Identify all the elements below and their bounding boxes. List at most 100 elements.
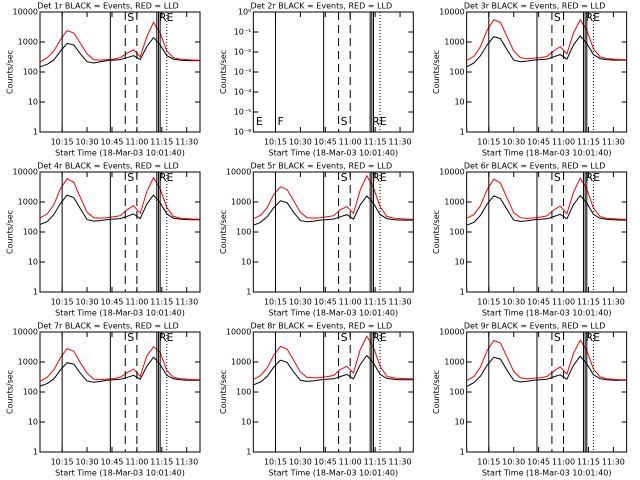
x-tick-label: 11:30 <box>389 138 412 147</box>
series-line <box>253 335 414 380</box>
panel-title: Det 2r BLACK = Events, RED = LLD <box>251 2 393 11</box>
x-tick-label: 11:15 <box>577 298 600 307</box>
y-tick-label: 100 <box>236 388 251 397</box>
x-tick-label: 11:00 <box>125 138 148 147</box>
x-tick-label: 10:45 <box>100 458 123 467</box>
x-tick-label: 11:15 <box>364 458 387 467</box>
y-tick-label: 10 <box>28 98 38 107</box>
x-tick-label: 11:30 <box>175 458 198 467</box>
x-tick-label: 10:15 <box>264 298 287 307</box>
x-tick-label: 11:00 <box>552 458 575 467</box>
x-tick-label: 11:15 <box>150 298 173 307</box>
plot-frame <box>252 331 414 453</box>
y-tick-label: 100 <box>449 388 464 397</box>
y-tick-label: 10⁰ <box>238 8 251 17</box>
x-tick-label: 11:30 <box>175 298 198 307</box>
x-tick-label: 10:45 <box>314 458 337 467</box>
y-tick-label: 10⁻⁵ <box>234 108 252 117</box>
marker-label: RE <box>372 331 387 344</box>
x-tick-label: 11:15 <box>364 138 387 147</box>
x-tick-label: 10:30 <box>76 458 99 467</box>
x-axis-label: Start Time (18-Mar-03 10:01:40) <box>269 309 399 318</box>
y-tick-label: 1000 <box>444 358 464 367</box>
y-tick-label: 10 <box>241 258 251 267</box>
y-tick-label: 10⁻² <box>234 48 252 57</box>
x-tick-label: 10:45 <box>314 298 337 307</box>
plot-frame <box>39 11 201 133</box>
x-tick-label: 10:15 <box>477 138 500 147</box>
marker-label: S <box>341 331 348 344</box>
y-tick-label: 1 <box>460 128 465 137</box>
x-tick-label: 10:30 <box>502 138 525 147</box>
panel-title: Det 9r BLACK = Events, RED = LLD <box>464 322 606 331</box>
y-tick-label: 10 <box>454 98 464 107</box>
marker-label: RE <box>159 171 174 184</box>
plot-frame <box>252 171 414 293</box>
x-tick-label: 11:30 <box>602 138 625 147</box>
x-tick-label: 11:00 <box>125 458 148 467</box>
x-tick-label: 11:00 <box>552 298 575 307</box>
x-axis-label: Start Time (18-Mar-03 10:01:40) <box>55 469 185 478</box>
x-tick-label: 11:15 <box>150 458 173 467</box>
series-line <box>467 194 627 226</box>
series-line <box>40 356 200 387</box>
series-line <box>40 36 200 68</box>
marker-label: RE <box>372 115 387 128</box>
x-tick-label: 10:45 <box>527 138 550 147</box>
y-tick-label: 1 <box>460 288 465 297</box>
series-line <box>466 355 627 387</box>
y-tick-label: 10 <box>241 418 251 427</box>
y-axis-label: Counts/sec <box>432 210 441 254</box>
plot-frame <box>39 331 201 453</box>
y-tick-label: 1000 <box>231 198 251 207</box>
y-axis-label: Counts/sec <box>6 210 15 254</box>
marker-label: S <box>127 171 134 184</box>
x-tick-label: 11:00 <box>339 458 362 467</box>
x-tick-label: 11:00 <box>339 138 362 147</box>
y-axis-label: Counts/sec <box>219 50 228 94</box>
y-tick-label: 1000 <box>18 358 38 367</box>
x-tick-label: 11:30 <box>602 298 625 307</box>
y-tick-label: 1 <box>33 128 38 137</box>
series-line <box>253 195 414 226</box>
y-tick-label: 1 <box>246 448 251 457</box>
y-tick-label: 100 <box>449 228 464 237</box>
marker-label: RE <box>372 171 387 184</box>
series-line <box>40 346 200 382</box>
plot-frame <box>466 171 628 293</box>
y-tick-label: 1 <box>33 288 38 297</box>
y-tick-label: 1000 <box>231 358 251 367</box>
x-tick-label: 10:45 <box>527 458 550 467</box>
x-tick-label: 10:30 <box>502 298 525 307</box>
y-axis-label: Counts/sec <box>6 50 15 94</box>
x-tick-label: 10:15 <box>264 458 287 467</box>
marker-label: S <box>341 171 348 184</box>
x-axis-label: Start Time (18-Mar-03 10:01:40) <box>269 149 399 158</box>
y-tick-label: 10000 <box>439 168 464 177</box>
y-tick-label: 10 <box>454 258 464 267</box>
y-tick-label: 1000 <box>18 198 38 207</box>
y-tick-label: 10000 <box>439 8 464 17</box>
panel-title: Det 1r BLACK = Events, RED = LLD <box>37 2 179 11</box>
panel-title: Det 7r BLACK = Events, RED = LLD <box>37 322 179 331</box>
series-line <box>466 339 627 381</box>
y-tick-label: 10000 <box>13 8 38 17</box>
x-tick-label: 11:15 <box>577 458 600 467</box>
x-tick-label: 10:30 <box>76 298 99 307</box>
panel-title: Det 3r BLACK = Events, RED = LLD <box>464 2 606 11</box>
panel-title: Det 8r BLACK = Events, RED = LLD <box>251 322 393 331</box>
x-tick-label: 11:30 <box>602 458 625 467</box>
y-tick-label: 10⁻³ <box>234 68 252 77</box>
x-tick-label: 10:30 <box>289 298 312 307</box>
x-tick-label: 10:15 <box>51 138 74 147</box>
x-tick-label: 10:30 <box>289 458 312 467</box>
marker-label: RE <box>585 331 600 344</box>
y-tick-label: 10⁻⁴ <box>234 88 252 97</box>
marker-label: E <box>256 115 263 128</box>
plot-frame <box>466 331 628 453</box>
y-tick-label: 10⁻¹ <box>234 28 252 37</box>
marker-label: S <box>554 11 561 24</box>
series-line <box>40 176 200 220</box>
series-line <box>40 194 200 225</box>
x-tick-label: 11:15 <box>150 138 173 147</box>
